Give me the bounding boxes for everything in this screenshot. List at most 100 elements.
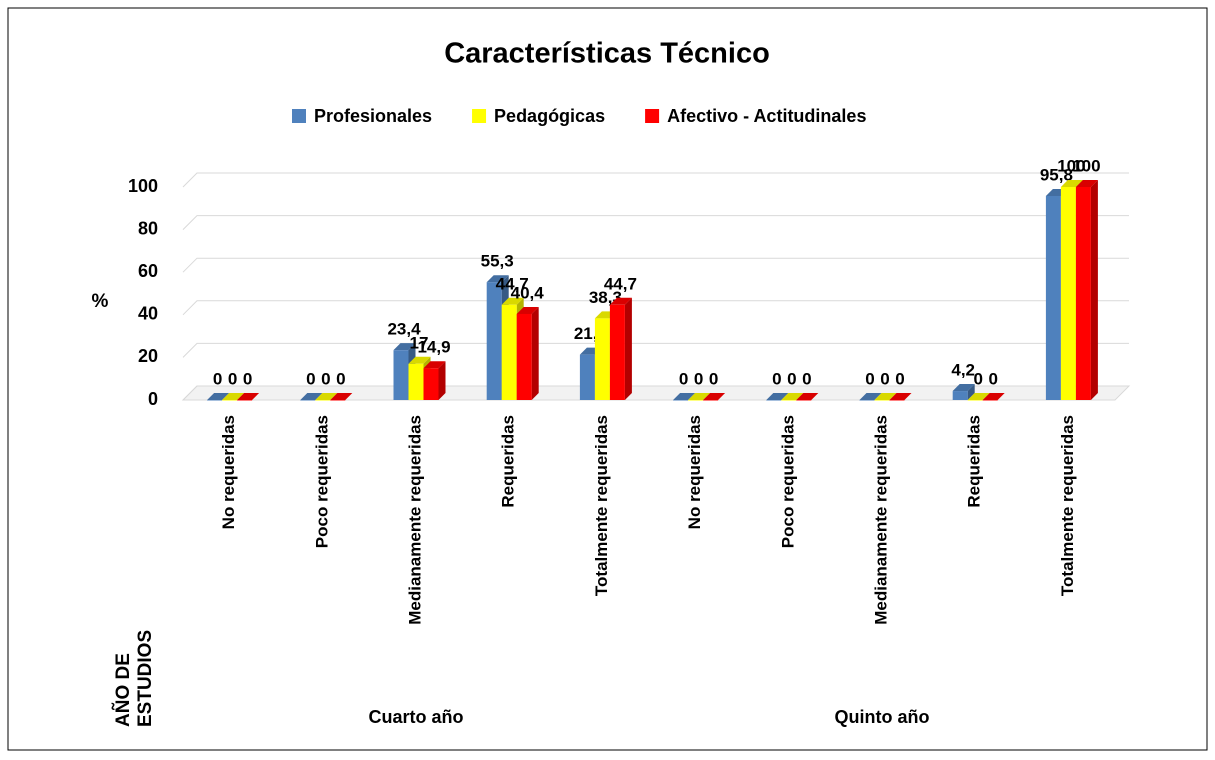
- bar-top: [1060, 180, 1083, 187]
- y-tick-label: 100: [128, 176, 158, 196]
- legend-label: Afectivo - Actitudinales: [667, 106, 866, 126]
- bar: [222, 400, 238, 401]
- value-label: 4,2: [951, 361, 975, 380]
- bar: [1045, 195, 1061, 400]
- value-label: 0: [321, 369, 330, 388]
- value-label: 0: [787, 369, 796, 388]
- value-label: 0: [306, 369, 315, 388]
- bar-top: [315, 393, 338, 400]
- bar-top: [859, 393, 882, 400]
- bar: [859, 400, 875, 401]
- value-label: 55,3: [481, 252, 514, 271]
- bar-side: [967, 384, 975, 400]
- grid-line: [182, 300, 1129, 316]
- bar-top: [393, 343, 416, 351]
- x-tick-label: Medianamente requeridas: [405, 415, 424, 625]
- value-label: 95,8: [1040, 165, 1073, 184]
- bar: [796, 400, 812, 401]
- y-tick-label: 40: [138, 304, 158, 324]
- bar-side: [438, 361, 446, 400]
- bar: [315, 400, 331, 401]
- value-label: 44,7: [496, 274, 529, 293]
- bar-top: [222, 393, 245, 400]
- bar-top: [237, 393, 260, 400]
- y-axis-label: %: [92, 291, 109, 312]
- value-label: 23,4: [387, 320, 421, 339]
- value-label: 0: [973, 369, 982, 388]
- value-label: 0: [802, 369, 811, 388]
- bar-top: [501, 297, 524, 305]
- value-label: 0: [679, 369, 688, 388]
- x-tick-label: Poco requeridas: [778, 415, 797, 548]
- bar-top: [952, 384, 975, 392]
- bar-top: [673, 393, 696, 400]
- bar-top: [982, 393, 1005, 400]
- bar-top: [967, 393, 990, 400]
- x-axis-label: AÑO DE ESTUDIOS: [113, 629, 156, 727]
- bar-top: [874, 393, 897, 400]
- bar: [703, 400, 719, 401]
- value-label: 0: [895, 369, 904, 388]
- bar: [609, 304, 625, 400]
- bar-top: [796, 393, 819, 400]
- x-tick-label: Totalmente requeridas: [1058, 415, 1077, 596]
- bar-top: [766, 393, 789, 400]
- bar: [688, 400, 704, 401]
- bar: [207, 400, 223, 401]
- legend-swatch: [645, 109, 660, 123]
- x-tick-label: Totalmente requeridas: [592, 415, 611, 596]
- value-label: 40,4: [511, 283, 545, 302]
- bar: [486, 282, 502, 400]
- value-label: 0: [213, 369, 222, 388]
- group-label: Cuarto año: [368, 707, 463, 727]
- value-label: 0: [228, 369, 237, 388]
- bar-top: [300, 393, 323, 400]
- bar-top: [703, 393, 726, 400]
- grid-line: [182, 215, 1129, 230]
- value-label: 0: [988, 369, 997, 388]
- bar-side: [1090, 180, 1098, 400]
- bar-top: [486, 275, 509, 283]
- frame: [7, 7, 1208, 751]
- bar-top: [408, 356, 431, 364]
- bar-top: [609, 297, 632, 305]
- value-label: 17: [410, 333, 429, 352]
- bar: [393, 350, 409, 400]
- value-label: 100: [1057, 156, 1085, 175]
- value-label: 0: [772, 369, 781, 388]
- bar: [781, 400, 797, 401]
- value-label: 0: [880, 369, 889, 388]
- grid-line: [182, 385, 1129, 401]
- grid-line: [182, 172, 1129, 188]
- y-tick-label: 0: [148, 389, 158, 409]
- grid-line: [182, 257, 1129, 273]
- legend-label: Profesionales: [314, 106, 432, 126]
- bar-top: [688, 393, 711, 400]
- x-tick-label: Poco requeridas: [312, 415, 331, 548]
- value-label: 100: [1072, 156, 1100, 175]
- bar: [982, 400, 998, 401]
- bar: [673, 400, 689, 401]
- group-label: Quinto año: [835, 707, 930, 727]
- bar-side: [531, 306, 539, 400]
- bar: [330, 400, 346, 401]
- value-label: 0: [865, 369, 874, 388]
- bar: [423, 368, 439, 400]
- bar-top: [207, 393, 230, 400]
- legend-swatch: [472, 109, 487, 123]
- bar: [579, 354, 595, 400]
- x-tick-label: Requeridas: [499, 415, 518, 508]
- legend-label: Pedagógicas: [494, 106, 605, 126]
- value-label: 0: [243, 369, 252, 388]
- y-tick-label: 80: [138, 218, 158, 238]
- y-tick-label: 60: [138, 261, 158, 281]
- value-label: 14,9: [417, 338, 450, 357]
- bar-top: [330, 393, 353, 400]
- chart-title: Características Técnico: [444, 38, 770, 70]
- bar: [237, 400, 253, 401]
- x-tick-label: Requeridas: [965, 415, 984, 508]
- bar: [300, 400, 316, 401]
- bar: [874, 400, 890, 401]
